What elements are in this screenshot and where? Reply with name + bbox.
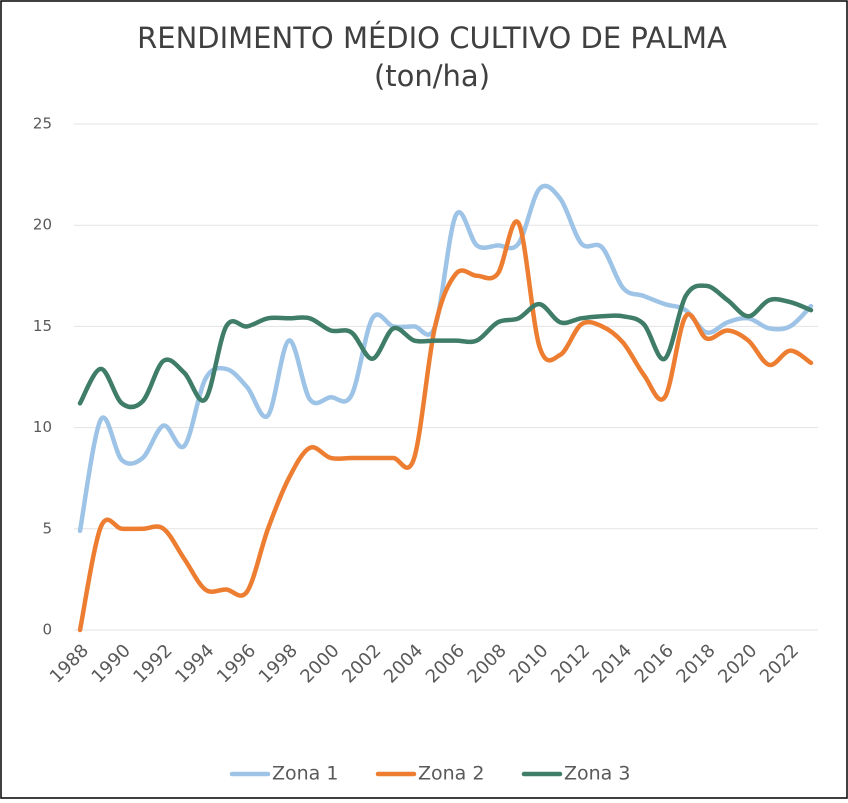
legend-label: Zona 1 bbox=[272, 763, 338, 785]
y-tick-label: 0 bbox=[42, 621, 52, 639]
chart-title: RENDIMENTO MÉDIO CULTIVO DE PALMA bbox=[137, 21, 727, 55]
y-tick-label: 15 bbox=[33, 317, 52, 335]
legend-label: Zona 2 bbox=[418, 763, 484, 785]
line bbox=[77, 283, 814, 410]
legend-label: Zona 3 bbox=[564, 763, 630, 785]
y-tick-label: 25 bbox=[33, 115, 52, 133]
y-tick-label: 20 bbox=[33, 216, 52, 234]
line bbox=[77, 219, 814, 633]
y-tick-label: 5 bbox=[42, 519, 52, 537]
chart-subtitle: (ton/ha) bbox=[374, 59, 490, 93]
y-tick-label: 10 bbox=[33, 418, 52, 436]
